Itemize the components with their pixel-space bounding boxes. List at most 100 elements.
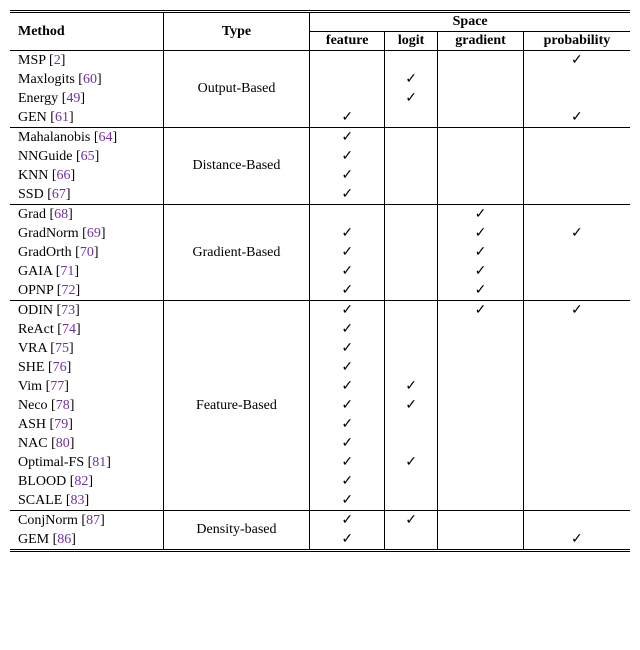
method-ref-link[interactable]: 60 (83, 72, 97, 87)
method-ref-link[interactable]: 49 (66, 91, 80, 106)
method-ref-link[interactable]: 65 (81, 149, 95, 164)
table-row: GEM [86]✓✓ (10, 530, 630, 551)
col-header-type: Type (163, 12, 310, 51)
checkmark-icon: ✓ (475, 303, 487, 318)
table-row: Maxlogits [60] ✓ (10, 70, 630, 89)
method-ref-link[interactable]: 2 (54, 53, 61, 68)
feature-cell: ✓ (310, 358, 385, 377)
probability-cell (523, 358, 630, 377)
probability-cell (523, 472, 630, 491)
method-name: ODIN (18, 303, 53, 318)
logit-cell (385, 128, 438, 148)
table-row: Grad [68]Gradient-Based✓ (10, 205, 630, 225)
gradient-cell (438, 358, 524, 377)
method-name: OPNP (18, 283, 53, 298)
method-ref-link[interactable]: 67 (52, 187, 66, 202)
method-ref-link[interactable]: 74 (62, 322, 76, 337)
feature-cell: ✓ (310, 491, 385, 511)
logit-cell (385, 166, 438, 185)
method-name: SSD (18, 187, 44, 202)
checkmark-icon: ✓ (571, 532, 583, 547)
checkmark-icon: ✓ (341, 513, 353, 528)
checkmark-icon: ✓ (341, 493, 353, 508)
type-cell: Gradient-Based (163, 205, 310, 301)
gradient-cell (438, 70, 524, 89)
gradient-cell (438, 377, 524, 396)
method-name: GEM (18, 532, 49, 547)
feature-cell: ✓ (310, 377, 385, 396)
method-ref-link[interactable]: 73 (61, 303, 75, 318)
gradient-cell: ✓ (438, 262, 524, 281)
method-cell: Energy [49] (10, 89, 163, 108)
method-ref-link[interactable]: 61 (55, 110, 69, 125)
table-row: OPNP [72]✓✓ (10, 281, 630, 301)
logit-cell (385, 51, 438, 71)
checkmark-icon: ✓ (341, 455, 353, 470)
gradient-cell (438, 491, 524, 511)
feature-cell: ✓ (310, 415, 385, 434)
method-ref-link[interactable]: 80 (56, 436, 70, 451)
feature-cell: ✓ (310, 453, 385, 472)
method-ref-link[interactable]: 75 (55, 341, 69, 356)
logit-cell (385, 415, 438, 434)
method-cell: ASH [79] (10, 415, 163, 434)
gradient-cell: ✓ (438, 224, 524, 243)
probability-cell (523, 185, 630, 205)
checkmark-icon: ✓ (341, 130, 353, 145)
table-row: MSP [2]Output-Based✓ (10, 51, 630, 71)
method-ref-link[interactable]: 70 (80, 245, 94, 260)
method-name: GradNorm (18, 226, 79, 241)
logit-cell (385, 281, 438, 301)
probability-cell (523, 396, 630, 415)
method-cell: MSP [2] (10, 51, 163, 71)
method-ref-link[interactable]: 64 (99, 130, 113, 145)
method-ref-link[interactable]: 79 (54, 417, 68, 432)
method-ref-link[interactable]: 68 (54, 207, 68, 222)
logit-cell: ✓ (385, 453, 438, 472)
method-cell: VRA [75] (10, 339, 163, 358)
method-cell: ConjNorm [87] (10, 511, 163, 531)
table-row: Vim [77]✓✓ (10, 377, 630, 396)
method-cell: OPNP [72] (10, 281, 163, 301)
method-cell: Maxlogits [60] (10, 70, 163, 89)
table-row: GradOrth [70]✓✓ (10, 243, 630, 262)
checkmark-icon: ✓ (571, 303, 583, 318)
feature-cell: ✓ (310, 128, 385, 148)
table-row: SHE [76]✓ (10, 358, 630, 377)
probability-cell (523, 320, 630, 339)
probability-cell (523, 434, 630, 453)
feature-cell: ✓ (310, 320, 385, 339)
probability-cell (523, 511, 630, 531)
checkmark-icon: ✓ (571, 226, 583, 241)
method-cell: GEN [61] (10, 108, 163, 128)
table-row: Neco [78]✓✓ (10, 396, 630, 415)
checkmark-icon: ✓ (405, 455, 417, 470)
method-ref-link[interactable]: 72 (61, 283, 75, 298)
table-row: GradNorm [69]✓✓✓ (10, 224, 630, 243)
method-ref-link[interactable]: 69 (87, 226, 101, 241)
method-ref-link[interactable]: 66 (57, 168, 71, 183)
method-ref-link[interactable]: 81 (92, 455, 106, 470)
checkmark-icon: ✓ (341, 436, 353, 451)
method-ref-link[interactable]: 86 (57, 532, 71, 547)
gradient-cell (438, 396, 524, 415)
method-cell: Optimal-FS [81] (10, 453, 163, 472)
method-ref-link[interactable]: 83 (71, 493, 85, 508)
method-ref-link[interactable]: 82 (74, 474, 88, 489)
method-name: BLOOD (18, 474, 66, 489)
method-ref-link[interactable]: 78 (56, 398, 70, 413)
methods-table-container: Method Type Space feature logit gradient… (10, 10, 630, 552)
checkmark-icon: ✓ (341, 110, 353, 125)
logit-cell: ✓ (385, 70, 438, 89)
method-ref-link[interactable]: 77 (50, 379, 64, 394)
method-cell: GradOrth [70] (10, 243, 163, 262)
checkmark-icon: ✓ (405, 72, 417, 87)
checkmark-icon: ✓ (405, 398, 417, 413)
method-cell: NNGuide [65] (10, 147, 163, 166)
method-ref-link[interactable]: 76 (53, 360, 67, 375)
checkmark-icon: ✓ (341, 474, 353, 489)
method-ref-link[interactable]: 71 (60, 264, 74, 279)
probability-cell: ✓ (523, 51, 630, 71)
gradient-cell (438, 108, 524, 128)
method-ref-link[interactable]: 87 (86, 513, 100, 528)
